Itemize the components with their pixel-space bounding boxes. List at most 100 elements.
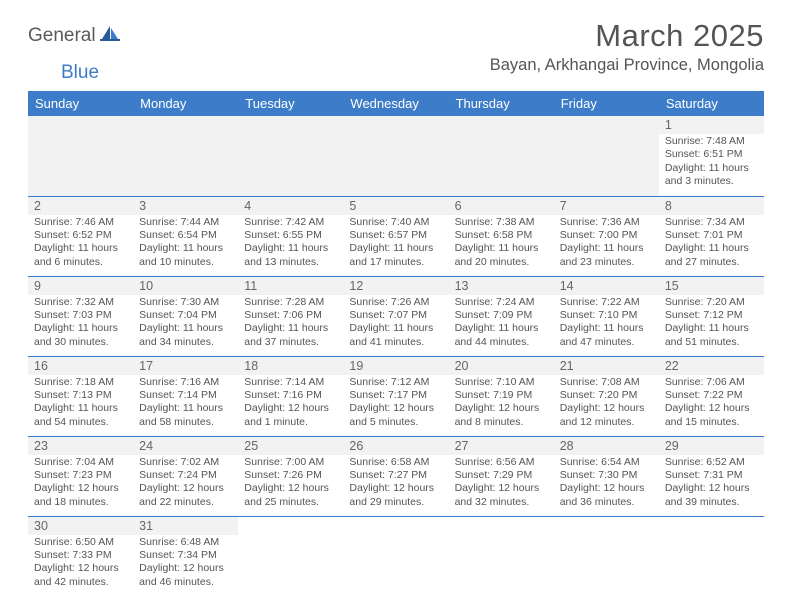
calendar-week-row: 30Sunrise: 6:50 AMSunset: 7:33 PMDayligh…: [28, 516, 764, 596]
calendar-day-cell: 2Sunrise: 7:46 AMSunset: 6:52 PMDaylight…: [28, 196, 133, 276]
calendar-day-cell: [343, 116, 448, 196]
sunset-text: Sunset: 7:14 PM: [139, 389, 232, 402]
daylight-text: Daylight: 12 hours and 29 minutes.: [349, 482, 442, 509]
sunset-text: Sunset: 7:04 PM: [139, 309, 232, 322]
daylight-text: Daylight: 11 hours and 41 minutes.: [349, 322, 442, 349]
calendar-week-row: 16Sunrise: 7:18 AMSunset: 7:13 PMDayligh…: [28, 356, 764, 436]
sunset-text: Sunset: 7:23 PM: [34, 469, 127, 482]
daylight-text: Daylight: 12 hours and 5 minutes.: [349, 402, 442, 429]
daylight-text: Daylight: 12 hours and 22 minutes.: [139, 482, 232, 509]
sunrise-text: Sunrise: 7:30 AM: [139, 296, 232, 309]
calendar-body: 1Sunrise: 7:48 AMSunset: 6:51 PMDaylight…: [28, 116, 764, 596]
calendar-day-cell: 30Sunrise: 6:50 AMSunset: 7:33 PMDayligh…: [28, 516, 133, 596]
day-number: 6: [449, 197, 554, 215]
sunrise-text: Sunrise: 7:22 AM: [560, 296, 653, 309]
month-title: March 2025: [490, 18, 764, 54]
sunset-text: Sunset: 7:10 PM: [560, 309, 653, 322]
calendar-day-cell: 26Sunrise: 6:58 AMSunset: 7:27 PMDayligh…: [343, 436, 448, 516]
day-number: 28: [554, 437, 659, 455]
weekday-header: Thursday: [449, 91, 554, 116]
sunrise-text: Sunrise: 7:02 AM: [139, 456, 232, 469]
calendar-day-cell: [28, 116, 133, 196]
sunrise-text: Sunrise: 7:06 AM: [665, 376, 758, 389]
daylight-text: Daylight: 12 hours and 42 minutes.: [34, 562, 127, 589]
sunrise-text: Sunrise: 6:54 AM: [560, 456, 653, 469]
calendar-day-cell: 5Sunrise: 7:40 AMSunset: 6:57 PMDaylight…: [343, 196, 448, 276]
sunset-text: Sunset: 7:12 PM: [665, 309, 758, 322]
calendar-day-cell: 15Sunrise: 7:20 AMSunset: 7:12 PMDayligh…: [659, 276, 764, 356]
sunset-text: Sunset: 7:06 PM: [244, 309, 337, 322]
calendar-day-cell: 6Sunrise: 7:38 AMSunset: 6:58 PMDaylight…: [449, 196, 554, 276]
daylight-text: Daylight: 11 hours and 34 minutes.: [139, 322, 232, 349]
daylight-text: Daylight: 12 hours and 15 minutes.: [665, 402, 758, 429]
day-number: 17: [133, 357, 238, 375]
calendar-day-cell: 7Sunrise: 7:36 AMSunset: 7:00 PMDaylight…: [554, 196, 659, 276]
sunset-text: Sunset: 6:55 PM: [244, 229, 337, 242]
day-number: 14: [554, 277, 659, 295]
sunset-text: Sunset: 7:34 PM: [139, 549, 232, 562]
weekday-header: Wednesday: [343, 91, 448, 116]
daylight-text: Daylight: 11 hours and 58 minutes.: [139, 402, 232, 429]
sunset-text: Sunset: 7:22 PM: [665, 389, 758, 402]
calendar-day-cell: 14Sunrise: 7:22 AMSunset: 7:10 PMDayligh…: [554, 276, 659, 356]
calendar-day-cell: 8Sunrise: 7:34 AMSunset: 7:01 PMDaylight…: [659, 196, 764, 276]
daylight-text: Daylight: 12 hours and 25 minutes.: [244, 482, 337, 509]
day-number: 8: [659, 197, 764, 215]
calendar-day-cell: 21Sunrise: 7:08 AMSunset: 7:20 PMDayligh…: [554, 356, 659, 436]
calendar-day-cell: [133, 116, 238, 196]
calendar-day-cell: [238, 116, 343, 196]
sunset-text: Sunset: 7:33 PM: [34, 549, 127, 562]
day-number: 18: [238, 357, 343, 375]
weekday-header: Monday: [133, 91, 238, 116]
sunset-text: Sunset: 6:54 PM: [139, 229, 232, 242]
sunset-text: Sunset: 7:29 PM: [455, 469, 548, 482]
weekday-header: Tuesday: [238, 91, 343, 116]
daylight-text: Daylight: 12 hours and 39 minutes.: [665, 482, 758, 509]
sunrise-text: Sunrise: 7:10 AM: [455, 376, 548, 389]
calendar-day-cell: 10Sunrise: 7:30 AMSunset: 7:04 PMDayligh…: [133, 276, 238, 356]
daylight-text: Daylight: 12 hours and 18 minutes.: [34, 482, 127, 509]
daylight-text: Daylight: 11 hours and 54 minutes.: [34, 402, 127, 429]
sunrise-text: Sunrise: 6:50 AM: [34, 536, 127, 549]
sunrise-text: Sunrise: 7:16 AM: [139, 376, 232, 389]
day-number: 1: [659, 116, 764, 134]
day-number: 25: [238, 437, 343, 455]
day-number: 16: [28, 357, 133, 375]
calendar-day-cell: [343, 516, 448, 596]
day-number: 11: [238, 277, 343, 295]
logo-text-general: General: [28, 25, 96, 47]
sunset-text: Sunset: 7:07 PM: [349, 309, 442, 322]
daylight-text: Daylight: 11 hours and 10 minutes.: [139, 242, 232, 269]
day-number: 7: [554, 197, 659, 215]
sunrise-text: Sunrise: 7:48 AM: [665, 135, 758, 148]
sunset-text: Sunset: 6:52 PM: [34, 229, 127, 242]
calendar-day-cell: [238, 516, 343, 596]
calendar-day-cell: 29Sunrise: 6:52 AMSunset: 7:31 PMDayligh…: [659, 436, 764, 516]
daylight-text: Daylight: 11 hours and 37 minutes.: [244, 322, 337, 349]
daylight-text: Daylight: 12 hours and 12 minutes.: [560, 402, 653, 429]
day-number: 27: [449, 437, 554, 455]
daylight-text: Daylight: 11 hours and 3 minutes.: [665, 162, 758, 189]
calendar-day-cell: 24Sunrise: 7:02 AMSunset: 7:24 PMDayligh…: [133, 436, 238, 516]
sunrise-text: Sunrise: 6:52 AM: [665, 456, 758, 469]
calendar-table: Sunday Monday Tuesday Wednesday Thursday…: [28, 91, 764, 596]
day-number: 2: [28, 197, 133, 215]
sunrise-text: Sunrise: 7:28 AM: [244, 296, 337, 309]
day-number: 20: [449, 357, 554, 375]
daylight-text: Daylight: 12 hours and 32 minutes.: [455, 482, 548, 509]
logo-sail-icon: [100, 24, 120, 47]
day-number: 3: [133, 197, 238, 215]
day-number: 24: [133, 437, 238, 455]
sunset-text: Sunset: 7:13 PM: [34, 389, 127, 402]
sunrise-text: Sunrise: 7:40 AM: [349, 216, 442, 229]
sunrise-text: Sunrise: 7:42 AM: [244, 216, 337, 229]
sunset-text: Sunset: 7:31 PM: [665, 469, 758, 482]
calendar-day-cell: [659, 516, 764, 596]
sunrise-text: Sunrise: 7:34 AM: [665, 216, 758, 229]
calendar-day-cell: [449, 516, 554, 596]
sunrise-text: Sunrise: 6:48 AM: [139, 536, 232, 549]
day-number: 22: [659, 357, 764, 375]
calendar-day-cell: [449, 116, 554, 196]
daylight-text: Daylight: 11 hours and 17 minutes.: [349, 242, 442, 269]
day-number: 30: [28, 517, 133, 535]
